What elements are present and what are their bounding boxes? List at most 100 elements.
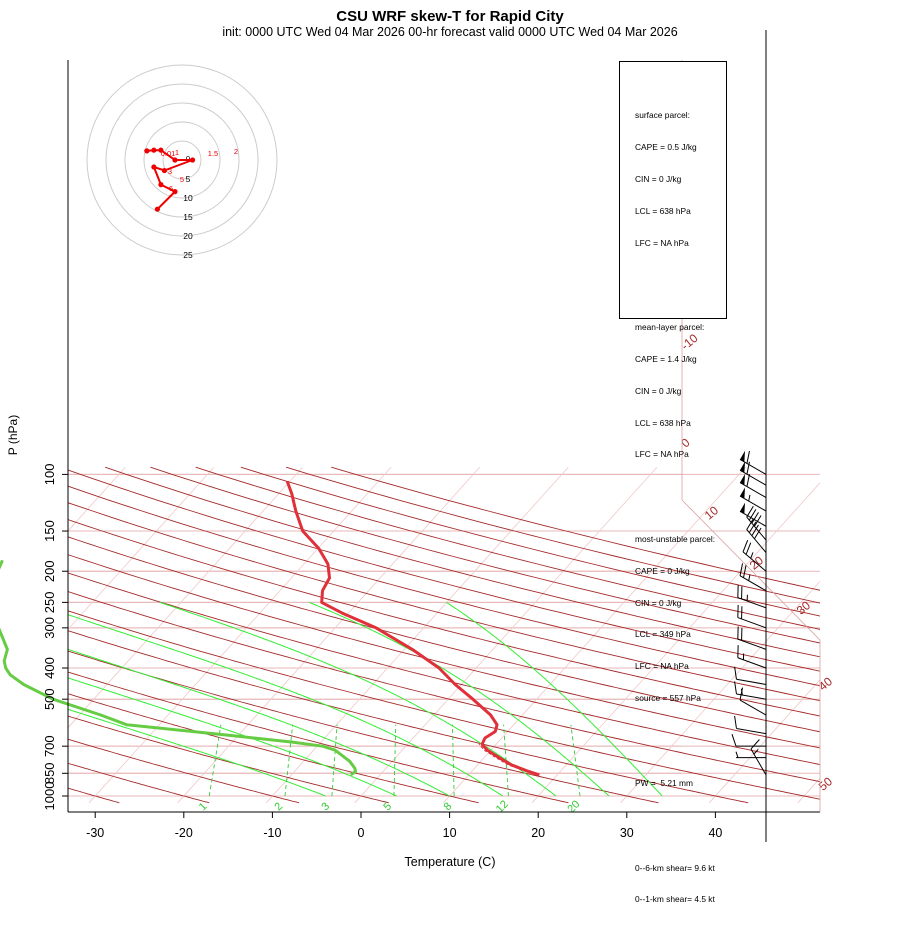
- dry-adiabat: [196, 467, 900, 803]
- mean-layer-parcel-block: mean-layer parcel: CAPE = 1.4 J/kg CIN =…: [635, 301, 726, 481]
- y-axis-label: P (hPa): [6, 410, 20, 460]
- y-tick-label: 850: [42, 762, 57, 784]
- hodograph-point: [172, 189, 177, 194]
- barb-full: [743, 540, 748, 552]
- mixing-ratio-label: 2: [272, 800, 285, 813]
- hodograph-ring-label: 10: [183, 193, 193, 203]
- pb-line: LFC = NA hPa: [635, 449, 726, 460]
- x-tick-label: 20: [531, 826, 545, 840]
- pw-block: PW = 5.21 mm: [635, 757, 726, 810]
- dry-adiabat: [0, 467, 900, 803]
- hodograph-ring-label: 15: [183, 212, 193, 222]
- y-tick-label: 150: [42, 520, 57, 542]
- dry-adiabat: [0, 467, 389, 803]
- hodograph-ring-label: 25: [183, 250, 193, 260]
- x-tick-label: -10: [263, 826, 281, 840]
- dry-adiabat: [15, 467, 900, 803]
- mixing-ratio-label: 12: [494, 798, 511, 815]
- hodograph-point: [155, 207, 160, 212]
- barb-shaft: [747, 530, 766, 553]
- barb-full: [735, 667, 737, 680]
- isotherm-line: [798, 467, 900, 803]
- y-tick-label: 250: [42, 592, 57, 614]
- barb-half: [736, 752, 738, 758]
- dry-adiabat: [0, 467, 900, 803]
- most-unstable-parcel-block: most-unstable parcel: CAPE = 0 J/kg CIN …: [635, 513, 726, 725]
- mixing-ratio-line: [452, 725, 454, 796]
- hodograph-point: [144, 148, 149, 153]
- x-tick-label: 30: [620, 826, 634, 840]
- hodograph-point-label: 6: [169, 184, 173, 193]
- y-tick-label: 300: [42, 617, 57, 639]
- dry-adiabat: [0, 467, 900, 803]
- pb-line: surface parcel:: [635, 110, 726, 121]
- dry-adiabat: [0, 467, 209, 803]
- pb-line: CIN = 0 J/kg: [635, 174, 726, 185]
- barb-full: [735, 681, 737, 694]
- y-tick-label: 200: [42, 560, 57, 582]
- pb-line: LFC = NA hPa: [635, 238, 726, 249]
- x-tick-label: -20: [175, 826, 193, 840]
- hodograph-point-label: 5: [180, 175, 184, 184]
- mixing-ratio-label: 3: [319, 800, 332, 813]
- barb-shaft: [738, 658, 766, 668]
- barb-full: [735, 716, 737, 729]
- dry-adiabat: [0, 467, 119, 803]
- pb-line: CIN = 0 J/kg: [635, 598, 726, 609]
- barb-full: [747, 474, 750, 486]
- barb-full: [747, 451, 750, 463]
- hodograph-point: [158, 182, 163, 187]
- dry-adiabat: [0, 467, 569, 803]
- y-tick-label: 500: [42, 688, 57, 710]
- hodograph-point-label: 0.01: [161, 149, 176, 158]
- dry-adiabat: [0, 467, 900, 803]
- wind-barb: [740, 688, 766, 715]
- y-tick-label: 1000: [42, 782, 57, 811]
- pb-line: most-unstable parcel:: [635, 534, 726, 545]
- wind-barbs: [732, 30, 766, 842]
- dry-adiabats: [0, 467, 900, 803]
- y-tick-label: 400: [42, 657, 57, 679]
- barb-half: [749, 575, 750, 581]
- x-tick-label: 10: [443, 826, 457, 840]
- surface-parcel-block: surface parcel: CAPE = 0.5 J/kg CIN = 0 …: [635, 89, 726, 269]
- x-tick-label: 0: [358, 826, 365, 840]
- hodograph-point: [162, 168, 167, 173]
- pb-line: LFC = NA hPa: [635, 661, 726, 672]
- pb-line: CAPE = 0.5 J/kg: [635, 142, 726, 153]
- hodograph-point-label: 2: [234, 147, 238, 156]
- x-tick-label: -30: [86, 826, 104, 840]
- hodograph-point: [151, 148, 156, 153]
- hodograph-point-label: 3: [168, 167, 172, 176]
- dry-adiabat: [0, 467, 479, 803]
- hodograph-point: [151, 164, 156, 169]
- barb-full: [732, 734, 736, 746]
- isotherm-line: [89, 467, 391, 803]
- dry-adiabat: [0, 467, 900, 803]
- mixing-ratio-label: 20: [565, 798, 582, 815]
- hodograph-point: [190, 157, 195, 162]
- isotherm-line: [178, 467, 480, 803]
- shear-block: 0--6-km shear= 9.6 kt 0--1-km shear= 4.5…: [635, 841, 726, 926]
- barb-half: [749, 495, 750, 501]
- y-tick-label: 700: [42, 735, 57, 757]
- dry-adiabat: [60, 467, 900, 803]
- pb-line: mean-layer parcel:: [635, 322, 726, 333]
- x-axis-label: Temperature (C): [0, 855, 900, 869]
- pb-line: LCL = 638 hPa: [635, 206, 726, 217]
- pb-line: CAPE = 1.4 J/kg: [635, 354, 726, 365]
- parcel-info-box: surface parcel: CAPE = 0.5 J/kg CIN = 0 …: [619, 61, 727, 319]
- isotherm-label: 40: [816, 674, 835, 694]
- pb-line: source = 557 hPa: [635, 693, 726, 704]
- isotherm-line: [0, 467, 214, 803]
- hodograph-ring-label: 20: [183, 231, 193, 241]
- pb-line: CAPE = 0 J/kg: [635, 566, 726, 577]
- dry-adiabat: [0, 467, 900, 803]
- hodograph-ring-label: 5: [186, 174, 191, 184]
- y-tick-label: 100: [42, 464, 57, 486]
- hodograph-point-label: 1: [175, 148, 179, 157]
- pb-line: 0--6-km shear= 9.6 kt: [635, 863, 726, 874]
- pw-line: PW = 5.21 mm: [635, 778, 726, 789]
- hodograph-point: [172, 157, 177, 162]
